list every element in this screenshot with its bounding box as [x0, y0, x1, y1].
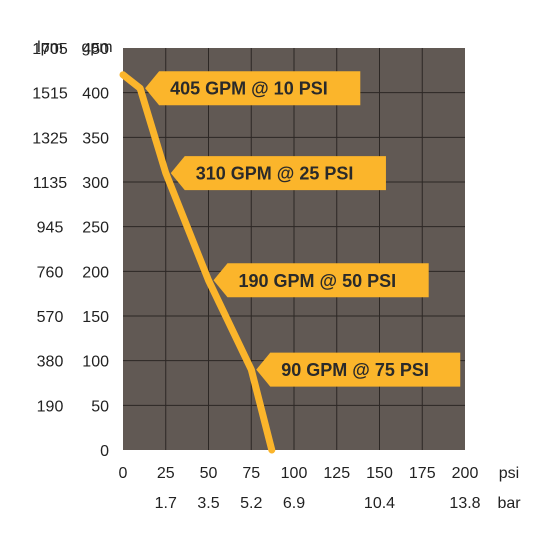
- x-tick-label-psi: 100: [281, 465, 308, 482]
- y-tick-label-gpm: 150: [82, 309, 109, 326]
- y-tick-label-gpm: 0: [100, 443, 109, 460]
- callout-arrow: [170, 156, 386, 191]
- y-axis-lpm-ticks: 190 380 570 760 945 1135 1325 1515 1705: [32, 41, 68, 415]
- callout-label: 310 GPM @ 25 PSI: [196, 164, 354, 184]
- x-tick-label-bar: 13.8: [449, 495, 480, 512]
- x-tick-label-psi: 200: [452, 465, 479, 482]
- y-tick-label-lpm: 1325: [32, 130, 68, 147]
- y-tick-label-gpm: 250: [82, 220, 109, 237]
- y-tick-label-gpm: 100: [82, 354, 109, 371]
- callout-arrow: [256, 352, 461, 387]
- y-tick-label-lpm: 760: [37, 264, 64, 281]
- y-tick-label-gpm: 300: [82, 175, 109, 192]
- x-tick-label-bar: 5.2: [240, 495, 262, 512]
- y-tick-label-gpm: 50: [91, 398, 109, 415]
- x-tick-label-bar: 6.9: [283, 495, 305, 512]
- series-layer: [119, 71, 276, 454]
- callout-arrow: [213, 263, 429, 298]
- y-tick-label-lpm: 1135: [33, 175, 68, 192]
- callout-layer: 405 GPM @ 10 PSI 310 GPM @ 25 PSI 190 GPM …: [145, 71, 461, 387]
- x-tick-label-psi: 0: [119, 465, 128, 482]
- x-axis-psi-ticks: 0 25 50 75 100 125 150 175 200: [119, 465, 479, 482]
- x-axis-bar-unit: bar: [497, 495, 521, 512]
- x-tick-label-bar: 3.5: [197, 495, 219, 512]
- y-tick-label-lpm: 1705: [32, 41, 68, 58]
- x-tick-label-psi: 50: [200, 465, 218, 482]
- y-axis-lpm-unit: lpm: [37, 39, 63, 56]
- y-tick-label-gpm: 350: [82, 130, 109, 147]
- flow-curve-line: [119, 71, 276, 454]
- y-tick-label-lpm: 570: [37, 309, 64, 326]
- x-tick-label-psi: 175: [409, 465, 436, 482]
- x-tick-label-bar: 1.7: [155, 495, 177, 512]
- x-tick-label-psi: 75: [242, 465, 260, 482]
- x-tick-label-bar: 10.4: [364, 495, 395, 512]
- callout-label: 90 GPM @ 75 PSI: [281, 360, 429, 380]
- y-tick-label-lpm: 945: [37, 220, 64, 237]
- y-tick-label-lpm: 380: [37, 354, 64, 371]
- y-tick-label-lpm: 1515: [32, 86, 68, 103]
- y-tick-label-gpm: 400: [82, 86, 109, 103]
- y-axis-gpm-ticks: 0 50 100 150 200 250 300 350 400 450: [82, 41, 109, 460]
- x-tick-label-psi: 25: [157, 465, 175, 482]
- callout-label: 190 GPM @ 50 PSI: [239, 271, 397, 291]
- x-tick-label-psi: 125: [323, 465, 350, 482]
- callout-label: 405 GPM @ 10 PSI: [170, 79, 328, 99]
- x-axis-psi-unit: psi: [499, 465, 519, 482]
- y-tick-label-gpm: 450: [82, 41, 109, 58]
- callout-arrow: [145, 71, 361, 106]
- x-axis-bar-ticks: 1.7 3.5 5.2 6.9 10.4 13.8: [155, 495, 481, 512]
- y-axis-gpm-unit: gpm: [81, 39, 112, 56]
- y-tick-label-lpm: 190: [37, 398, 64, 415]
- x-tick-label-psi: 150: [366, 465, 393, 482]
- y-tick-label-gpm: 200: [82, 264, 109, 281]
